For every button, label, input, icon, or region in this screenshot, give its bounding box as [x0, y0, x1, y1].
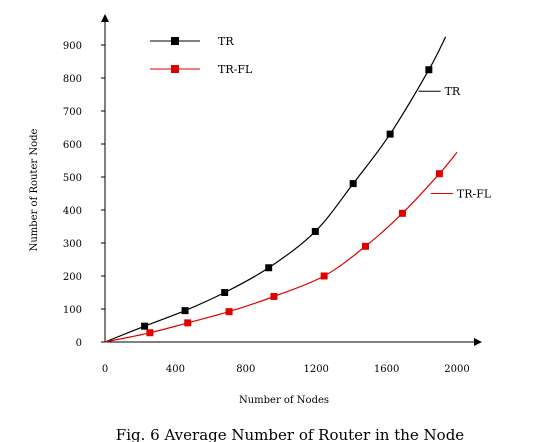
data-point-tr — [181, 307, 189, 315]
data-point-tr-fl — [320, 272, 328, 280]
x-tick-label: 800 — [236, 364, 255, 375]
data-point-tr-fl — [361, 242, 369, 250]
x-axis-arrow — [474, 338, 482, 346]
data-point-tr-fl — [270, 292, 278, 300]
y-axis-label: Number of Router Node — [29, 129, 40, 252]
data-point-tr-fl — [146, 329, 154, 337]
y-tick-label: 700 — [63, 107, 82, 118]
y-tick-label: 100 — [63, 305, 82, 316]
y-tick-label: 200 — [63, 272, 82, 283]
legend: TR TR-FL — [150, 35, 253, 76]
x-tick-label: 1200 — [303, 364, 328, 375]
legend-marker-tr-fl — [171, 65, 179, 73]
ticks: 0 100 200 300 400 500 600 700 800 900 0 400 800 1200 1… — [63, 41, 470, 375]
y-tick-label: 900 — [63, 41, 82, 52]
data-point-tr-fl — [184, 319, 192, 327]
data-point-tr — [425, 66, 433, 74]
x-tick-label: 400 — [166, 364, 185, 375]
series-lines — [104, 36, 458, 343]
x-tick-label: 1600 — [374, 364, 399, 375]
axes — [101, 14, 482, 346]
data-point-tr — [221, 289, 229, 296]
annotation-label-tr-fl: TR-FL — [457, 188, 492, 201]
data-point-tr — [141, 322, 149, 330]
legend-label-tr: TR — [218, 35, 234, 48]
y-tick-label: 500 — [63, 173, 82, 184]
figure-caption: Fig. 6 Average Number of Router in the N… — [116, 426, 465, 442]
y-tick-label: 800 — [63, 74, 82, 85]
x-tick-label: 2000 — [444, 364, 469, 375]
legend-label-tr-fl: TR-FL — [218, 63, 253, 76]
data-point-tr — [349, 180, 357, 188]
data-point-tr-fl — [225, 308, 233, 316]
legend-marker-tr — [171, 37, 179, 45]
y-axis-arrow — [101, 14, 109, 22]
series-markers — [141, 66, 443, 337]
y-tick-label: 0 — [76, 338, 82, 349]
data-point-tr — [386, 130, 394, 138]
x-axis-label: Number of Nodes — [239, 395, 329, 406]
curve-annotations: TR TR-FL — [418, 85, 492, 201]
data-point-tr — [265, 264, 273, 272]
y-tick-label: 300 — [63, 239, 82, 250]
data-point-tr — [311, 227, 319, 235]
series-line-tr-fl — [104, 151, 458, 343]
data-point-tr-fl — [398, 209, 406, 217]
series-line-tr — [104, 36, 447, 343]
y-tick-label: 400 — [63, 206, 82, 217]
x-tick-label: 0 — [102, 364, 108, 375]
annotation-label-tr: TR — [445, 85, 461, 98]
y-tick-label: 600 — [63, 140, 82, 151]
data-point-tr-fl — [435, 170, 443, 178]
